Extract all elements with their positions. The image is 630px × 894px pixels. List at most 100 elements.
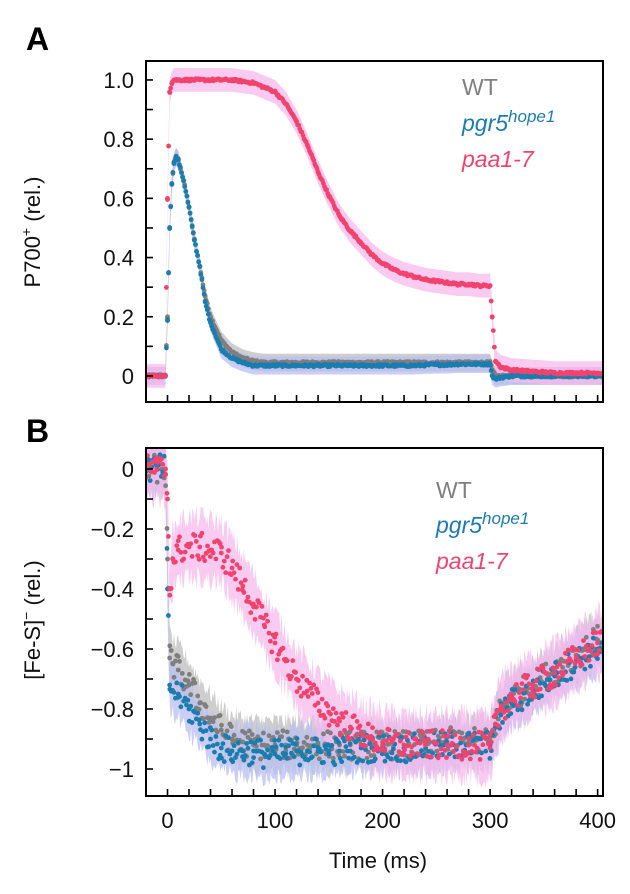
pgr5-data-point: [229, 748, 235, 754]
paa1-7-point: [354, 719, 360, 724]
paa1-7-point: [470, 732, 476, 738]
paa1-7-series: [146, 76, 603, 380]
paa1-7-point: [252, 616, 258, 622]
paa1-7-data-point: [186, 77, 192, 83]
pgr5-data-point: [315, 748, 321, 754]
pgr5-point: [367, 741, 373, 746]
pgr5-point: [458, 740, 463, 746]
wt-point: [231, 732, 237, 738]
pgr5-point: [403, 759, 409, 765]
pgr5-point: [201, 291, 207, 297]
paa1-7-point: [477, 757, 483, 762]
pgr5-point: [168, 204, 174, 210]
paa1-7-point: [518, 695, 523, 701]
paa1-7-data-point: [595, 370, 601, 376]
paa1-7-error-band: [146, 448, 603, 789]
pgr5-point: [234, 751, 240, 757]
paa1-7-point: [256, 600, 262, 606]
paa1-7-data-point: [530, 369, 536, 374]
pgr5-point: [265, 747, 270, 753]
paa1-7-point: [298, 693, 304, 699]
paa1-7-data-point: [218, 77, 224, 83]
pgr5-point: [209, 727, 215, 733]
paa1-7-point: [519, 681, 525, 686]
paa1-7-point: [181, 556, 187, 562]
pgr5-point: [258, 737, 263, 743]
paa1-7-point: [384, 738, 389, 743]
y-tick-label: 0.2: [103, 305, 134, 330]
paa1-7-point: [289, 674, 294, 679]
paa1-7-point: [343, 710, 349, 715]
pgr5-point: [147, 478, 153, 483]
legend-pgr5: pgr5hope1: [461, 107, 555, 136]
paa1-7-point: [446, 728, 452, 734]
paa1-7-point: [150, 459, 156, 465]
pgr5-point: [251, 755, 256, 760]
pgr5-point: [444, 738, 449, 744]
paa1-7-data-point: [455, 281, 461, 287]
pgr5-point: [487, 756, 493, 761]
paa1-7-data-point: [380, 261, 385, 266]
paa1-7-data-point: [509, 694, 514, 700]
legend-a: WT pgr5hope1 paa1-7: [461, 74, 555, 172]
paa1-7-data-point: [251, 80, 256, 86]
paa1-7-point: [254, 604, 259, 610]
pgr5-data-point: [261, 751, 267, 757]
panel-letter-a: A: [26, 21, 49, 57]
x-tick-label: 400: [579, 808, 616, 833]
pgr5-data-point: [218, 745, 224, 751]
paa1-7-data-point: [167, 586, 173, 592]
pgr5-data-point: [181, 178, 187, 183]
pgr5-data-point: [304, 363, 310, 368]
paa1-7-point: [339, 711, 345, 716]
paa1-7-point: [275, 657, 280, 663]
paa1-7-point: [182, 549, 188, 555]
paa1-7-point: [159, 456, 164, 462]
paa1-7-data-point: [573, 655, 579, 661]
pgr5-data-point: [466, 361, 471, 367]
pgr5-point: [294, 736, 300, 741]
pgr5-data-point: [165, 317, 170, 323]
paa1-7-point: [268, 638, 273, 644]
wt-data-point: [218, 727, 224, 733]
paa1-7-point: [588, 648, 593, 654]
paa1-7-point: [424, 753, 430, 759]
y-tick-label: 0: [122, 457, 134, 482]
pgr5-point: [187, 210, 193, 216]
pgr5-data-point: [304, 748, 310, 754]
pgr5-point: [193, 242, 198, 247]
pgr5-data-point: [530, 373, 536, 379]
wt-data-point: [261, 742, 267, 748]
pgr5-data-point: [493, 376, 498, 382]
pgr5-point: [188, 217, 194, 223]
paa1-7-point: [430, 728, 435, 734]
pgr5-point: [235, 740, 241, 745]
paa1-7-point: [438, 746, 444, 752]
paa1-7-point: [525, 673, 530, 678]
wt-point: [301, 740, 307, 745]
wt-point: [595, 623, 600, 629]
paa1-7-point: [322, 715, 328, 721]
paa1-7-data-point: [272, 640, 278, 646]
paa1-7-point: [537, 686, 543, 692]
legend-paa1: paa1-7: [435, 548, 509, 574]
pgr5-point: [185, 199, 191, 205]
paa1-7-point: [575, 647, 581, 653]
wt-point: [249, 732, 255, 737]
wt-data-point: [175, 667, 181, 673]
pgr5-data-point: [337, 363, 342, 368]
paa1-7-point: [351, 713, 357, 719]
paa1-7-data-point: [202, 77, 208, 83]
wt-point: [275, 730, 280, 735]
pgr5-data-point: [283, 751, 289, 757]
paa1-7-data-point: [218, 550, 224, 556]
pgr5-data-point: [240, 748, 246, 754]
paa1-7-point: [565, 647, 571, 653]
pgr5-point: [242, 753, 248, 758]
paa1-7-point: [451, 749, 456, 754]
pgr5-point: [336, 740, 342, 746]
paa1-7-data-point: [358, 730, 364, 736]
pgr5-point: [189, 223, 195, 229]
paa1-7-data-point: [170, 556, 176, 562]
pgr5-point: [398, 758, 403, 764]
